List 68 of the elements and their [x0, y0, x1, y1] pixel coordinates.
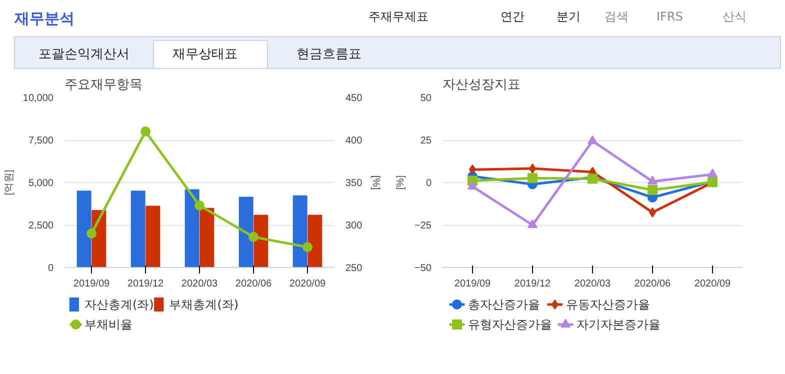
- legend-label: 자기자본증가율: [576, 318, 661, 332]
- legend-label: 유형자산증가율: [468, 318, 552, 332]
- bar: [292, 195, 308, 268]
- x-tick-label: 2020/03: [181, 278, 218, 290]
- y2-tick-label: 350: [346, 178, 363, 189]
- y-tick-label: 7,500: [28, 136, 54, 146]
- y2-axis-title: [%]: [370, 175, 382, 190]
- text: 연간: [500, 10, 524, 24]
- point: [528, 173, 538, 184]
- bar: [200, 208, 214, 268]
- x-tick-label: 2019/09: [454, 278, 492, 290]
- chart-title: 자산성장지표: [442, 78, 520, 92]
- x-tick-label: 2020/09: [289, 278, 326, 290]
- text: 현금흐름표: [296, 47, 362, 62]
- x-tick-label: 2019/12: [127, 278, 164, 290]
- legend-label: 부채비율: [84, 318, 132, 332]
- bar: [254, 214, 268, 268]
- point: [588, 135, 598, 144]
- point: [648, 184, 658, 195]
- bar: [238, 196, 254, 268]
- y-tick-label: 10,000: [22, 93, 54, 104]
- bar: [184, 189, 200, 268]
- text: 검색: [604, 10, 628, 24]
- text: 재무분석: [14, 10, 74, 28]
- point: [86, 228, 96, 238]
- bar: [76, 190, 92, 268]
- x-tick-label: 2019/12: [514, 278, 552, 290]
- y-tick-label: 2,500: [28, 220, 54, 232]
- text: 주재무제표: [368, 10, 428, 24]
- point: [648, 176, 658, 185]
- point: [302, 242, 312, 252]
- legend-label: 부채총계(좌): [169, 298, 239, 312]
- x-tick-label: 2020/03: [574, 278, 612, 290]
- y-tick-label: 25: [420, 136, 432, 146]
- text: 분기: [556, 10, 580, 24]
- y2-tick-label: 250: [346, 263, 363, 274]
- x-tick-label: 2020/06: [235, 278, 272, 290]
- legend-label: 자산총계(좌): [84, 298, 154, 312]
- legend-label: 총자산증가율: [468, 298, 540, 312]
- y-tick-label: −25: [414, 220, 432, 232]
- text: 산식: [722, 10, 746, 24]
- point: [140, 126, 150, 136]
- point: [708, 168, 718, 178]
- y2-tick-label: 300: [346, 220, 363, 232]
- y-axis-title: [억원]: [4, 170, 15, 196]
- point: [468, 180, 478, 190]
- bar: [308, 214, 322, 268]
- chart-title: 주요재무항목: [64, 78, 142, 92]
- text: 포괄손익계산서: [38, 47, 130, 62]
- text: IFRS: [656, 10, 683, 24]
- y-tick-label: 5,000: [28, 178, 54, 189]
- y2-tick-label: 450: [346, 93, 363, 104]
- point: [528, 219, 538, 228]
- x-tick-label: 2020/09: [694, 278, 732, 290]
- y-axis-title: [%]: [396, 175, 407, 190]
- bar: [130, 190, 146, 268]
- point: [194, 200, 204, 210]
- text: 재무상태표: [172, 47, 238, 62]
- y-tick-label: 0: [426, 178, 432, 189]
- x-tick-label: 2020/06: [634, 278, 672, 290]
- bar: [146, 206, 160, 268]
- y-tick-label: 50: [420, 93, 432, 104]
- y2-tick-label: 400: [346, 136, 363, 146]
- point: [248, 232, 258, 242]
- y-tick-label: −50: [414, 263, 432, 274]
- legend-label: 유동자산증가율: [566, 298, 650, 312]
- y-tick-label: 0: [48, 263, 54, 274]
- x-tick-label: 2019/09: [73, 278, 110, 290]
